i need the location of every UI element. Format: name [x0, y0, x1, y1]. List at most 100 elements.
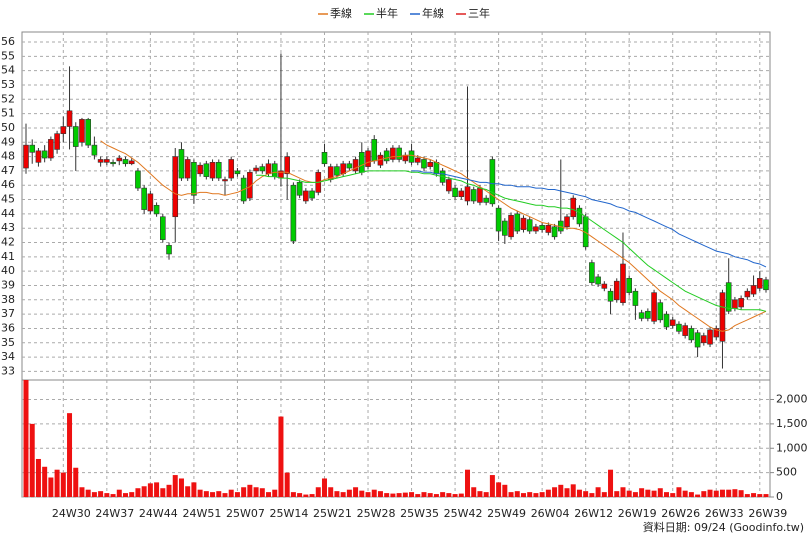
candle-body — [104, 159, 110, 163]
y-tick-label: 45 — [1, 193, 15, 206]
candle-body — [626, 278, 632, 293]
candle-body — [688, 328, 695, 341]
candle-body — [657, 302, 664, 321]
candle-body — [433, 162, 440, 175]
candle-body — [446, 179, 452, 192]
candle-body — [166, 245, 172, 255]
volume-bar — [141, 486, 147, 497]
candle-body — [85, 119, 91, 146]
volume-bar — [620, 487, 626, 497]
x-tick-label: 26W26 — [661, 507, 700, 520]
volume-bar — [682, 490, 688, 497]
candle-body — [128, 160, 135, 165]
y-tick-label: 47 — [1, 164, 15, 177]
y-tick-label: 44 — [1, 207, 15, 220]
volume-bar — [433, 494, 439, 497]
x-tick-label: 26W39 — [748, 507, 787, 520]
volume-bar — [763, 494, 769, 497]
candle-body — [744, 290, 751, 298]
volume-bar — [371, 489, 377, 497]
volume-bar — [116, 489, 122, 497]
volume-bar — [353, 487, 359, 497]
y-tick-label: 43 — [1, 221, 15, 234]
volume-bar — [340, 492, 346, 497]
candle-body — [259, 166, 266, 172]
candle-body — [663, 313, 670, 328]
y-tick-label: 50 — [1, 121, 15, 134]
y-tick-label: 42 — [1, 236, 15, 249]
candle-body — [321, 151, 328, 165]
candle-body — [408, 150, 415, 163]
volume-bar — [626, 490, 632, 497]
volume-bar — [135, 488, 141, 497]
x-tick-label: 26W12 — [574, 507, 613, 520]
y2-tick-label: 0 — [776, 490, 783, 503]
volume-bar — [539, 492, 545, 497]
volume-bar — [234, 492, 240, 497]
candle-body — [178, 149, 185, 179]
candle-body — [477, 187, 483, 203]
volume-bar — [657, 488, 663, 497]
candle-body — [396, 147, 402, 160]
volume-bar — [570, 484, 576, 497]
volume-bar — [558, 484, 564, 497]
volume-bar — [527, 492, 533, 497]
candle-body — [253, 167, 259, 172]
y-tick-label: 36 — [1, 321, 15, 334]
candle-body — [110, 162, 116, 165]
volume-bar — [154, 482, 160, 497]
candle-body — [427, 162, 434, 167]
volume-bar — [129, 492, 135, 497]
y-tick-label: 56 — [1, 35, 15, 48]
candle-body — [203, 163, 210, 177]
volume-bar — [421, 492, 427, 497]
volume-bar — [241, 487, 247, 497]
volume-bar — [321, 478, 327, 497]
candle-body — [91, 144, 98, 156]
plot-frame — [21, 31, 771, 498]
candle-body — [595, 276, 601, 285]
candle-body — [160, 216, 166, 240]
candle-body — [545, 225, 552, 233]
y-tick-label: 34 — [1, 350, 15, 363]
volume-bar — [589, 493, 595, 497]
ma-line — [411, 170, 767, 268]
candle-body — [576, 207, 583, 225]
volume-bar — [514, 491, 520, 497]
candle-body — [694, 332, 701, 348]
candle-body — [334, 166, 340, 176]
candle-body — [66, 110, 73, 127]
candle-body — [147, 193, 154, 212]
candle-body — [79, 119, 85, 143]
volume-bar — [91, 492, 97, 497]
candle-body — [502, 220, 508, 236]
volume-bar — [415, 494, 421, 497]
y-tick-label: 53 — [1, 78, 15, 91]
candle-body — [116, 157, 123, 162]
x-tick-label: 26W04 — [531, 507, 570, 520]
volume-bar — [203, 491, 209, 497]
candle-body — [669, 319, 676, 326]
candle-body — [222, 179, 228, 182]
y-tick-label: 39 — [1, 278, 15, 291]
volume-bar — [73, 467, 79, 497]
volume-bar — [29, 423, 35, 497]
x-tick-label: 24W37 — [95, 507, 134, 520]
candle-body — [303, 190, 309, 202]
y-tick-label: 54 — [1, 64, 15, 77]
volume-bar — [744, 494, 750, 497]
candle-body — [197, 164, 203, 175]
candle-body — [514, 213, 521, 232]
y-tick-label: 33 — [1, 364, 15, 377]
volume-bar — [489, 475, 495, 497]
y-tick-label: 51 — [1, 107, 15, 120]
volume-bar — [496, 482, 502, 497]
volume-bar — [483, 492, 489, 497]
volume-bar — [266, 492, 272, 497]
candle-body — [371, 139, 378, 162]
candle-body — [738, 298, 744, 308]
volume-bar — [402, 492, 408, 497]
legend-label: 半年 — [376, 6, 398, 20]
volume-bar — [440, 492, 446, 497]
